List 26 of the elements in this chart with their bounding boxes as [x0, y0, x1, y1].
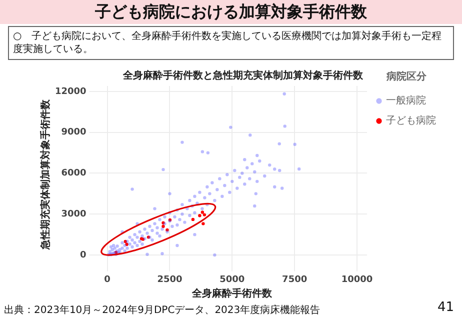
- legend-label: 一般病院: [386, 94, 426, 107]
- source-note: 出典：2023年10月～2024年9月DPCデータ、2023年度病床機能報告: [4, 304, 320, 317]
- point: [198, 214, 202, 218]
- legend-title: 病院区分: [386, 70, 428, 83]
- y-tick-label: 3000: [61, 209, 86, 220]
- y-tick-label: 0: [80, 250, 86, 260]
- x-tick-label: 5000: [220, 274, 245, 285]
- chart-title: 子ども病院における加算対象手術件数: [0, 0, 462, 24]
- x-tick-label: 2500: [157, 274, 182, 285]
- y-tick-label: 12000: [55, 86, 86, 97]
- x-tick-label: 7500: [282, 274, 308, 285]
- text: ○ 子ども病院において、全身麻酔手術件数を実施している医療機関では加算対象手術も一定程度実施している。: [8, 26, 454, 60]
- y-axis-title: 急性期充実体制加算対象手術件数: [40, 98, 52, 251]
- point: [202, 222, 205, 226]
- x-axis-title: 全身麻酔手術件数: [191, 288, 274, 300]
- x-tick-label: 10000: [341, 274, 373, 285]
- text: 41: [437, 300, 454, 315]
- y-tick-label: 6000: [61, 168, 86, 179]
- chart-subtitle: 全身麻酔手術件数と急性期充実体制加算対象手術件数: [122, 70, 364, 82]
- x-tick-label: 0: [104, 274, 110, 285]
- legend-label: 子ども病院: [386, 114, 436, 127]
- point: [200, 210, 204, 214]
- point: [162, 224, 165, 228]
- y-tick-label: 9000: [61, 128, 86, 138]
- point: [202, 213, 206, 216]
- point: [191, 218, 195, 222]
